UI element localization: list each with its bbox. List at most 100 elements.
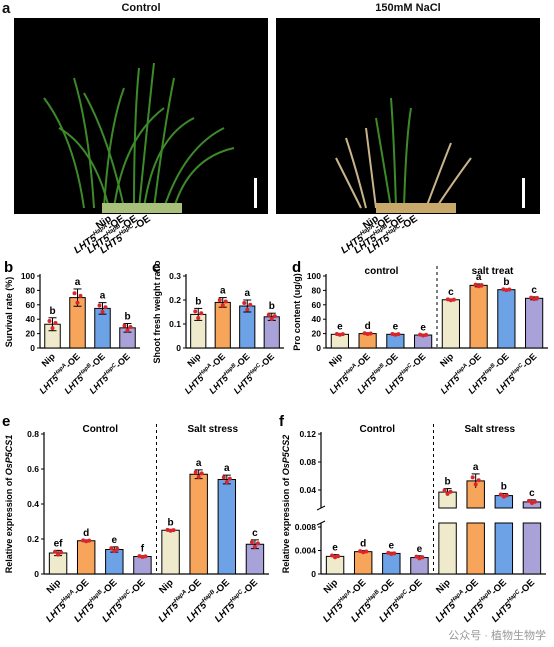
y-tick-label: 0.4	[27, 499, 39, 509]
bar	[382, 552, 401, 575]
panel-a-xlabels: Nip NipLHT5HapA-OELHT5HapA-OELHT5HapB-OEL…	[72, 213, 420, 256]
data-point	[504, 493, 509, 498]
sig-letter: c	[529, 488, 535, 499]
y-tick-label: 60	[26, 300, 36, 310]
y-tick-label: 0	[316, 343, 321, 353]
y-tick-label: 0.1	[169, 319, 181, 329]
data-point	[100, 309, 105, 314]
data-point	[337, 332, 342, 337]
data-point	[392, 551, 397, 556]
sig-letter: e	[417, 544, 423, 555]
data-point	[81, 538, 86, 543]
data-point	[249, 540, 254, 545]
photo-control: Control	[14, 2, 268, 214]
data-point	[59, 550, 64, 555]
y-tick-label: 20	[312, 329, 322, 339]
sig-letter: b	[168, 517, 174, 528]
data-point	[72, 291, 77, 296]
sig-letter: c	[448, 287, 454, 298]
data-point	[445, 491, 450, 496]
chart-e: e 0 0.2 0.4 0.6 0.8 Relative expression of OsP…	[2, 413, 269, 625]
y-tick-label: 0.08	[299, 457, 316, 467]
sig-letter: b	[195, 296, 201, 307]
data-point	[532, 297, 537, 302]
data-point	[476, 284, 481, 289]
y-axis-label: Pro content (ug/g)	[292, 273, 302, 351]
data-point	[336, 554, 341, 559]
sig-letter: b	[501, 482, 507, 493]
rice-plants-healthy-image	[14, 18, 268, 214]
y-tick-label: 60	[312, 300, 322, 310]
y-tick-label: 100	[307, 271, 321, 281]
data-point	[112, 549, 117, 554]
bar-lower	[494, 522, 514, 575]
sig-letter: f	[141, 544, 145, 555]
data-point	[115, 546, 120, 551]
panel-a: a Control 150mM	[0, 0, 554, 258]
data-point	[473, 482, 478, 487]
group-label: Control	[359, 424, 395, 435]
sig-letter: c	[531, 285, 537, 296]
data-point	[532, 499, 537, 504]
y-axis-label: Relative expression of OsP5CS2	[281, 435, 291, 574]
data-point	[252, 544, 257, 549]
data-point	[165, 527, 170, 532]
data-point	[125, 328, 130, 333]
data-point	[122, 323, 127, 328]
data-point	[498, 492, 503, 497]
data-point	[255, 541, 260, 546]
data-point	[56, 552, 61, 557]
data-point	[171, 528, 176, 533]
axis-break	[316, 505, 326, 511]
y-tick-label: 0.2	[169, 295, 181, 305]
sig-letter: e	[393, 322, 399, 333]
photo-title-control: Control	[121, 2, 161, 14]
data-point	[220, 303, 225, 308]
data-point	[529, 500, 534, 505]
data-point	[389, 552, 394, 557]
data-point	[224, 480, 229, 485]
data-point	[109, 546, 114, 551]
y-tick-label: 0.008	[295, 522, 317, 532]
group-label: salt treat	[472, 266, 514, 277]
panel-label: f	[279, 413, 285, 430]
category-label: Nip	[327, 351, 345, 369]
group-label: Control	[82, 424, 118, 435]
sig-letter: b	[49, 306, 55, 317]
data-point	[84, 539, 89, 544]
panel-label: d	[292, 259, 301, 276]
sig-letter: a	[196, 458, 202, 469]
data-point	[87, 538, 92, 543]
sig-letter: ef	[54, 538, 64, 549]
data-point	[390, 331, 395, 336]
data-point	[47, 319, 52, 323]
bar	[161, 529, 180, 575]
category-label: Nip	[434, 577, 453, 596]
data-point	[473, 282, 478, 287]
data-point	[420, 555, 425, 560]
data-point	[242, 301, 247, 305]
panel-label: c	[152, 259, 160, 276]
rice-plants-salt-image	[276, 18, 540, 214]
y-tick-label: 0.04	[299, 485, 316, 495]
category-label: Nip	[45, 577, 64, 596]
bar-lower	[522, 522, 542, 575]
y-tick-label: 40	[312, 314, 322, 324]
bar-lower	[438, 522, 457, 575]
photo-title-nacl: 150mM NaCl	[375, 2, 441, 14]
y-tick-label: 40	[26, 314, 36, 324]
data-point	[340, 332, 345, 337]
sig-letter: a	[476, 272, 482, 283]
bar	[76, 540, 96, 575]
bar	[525, 297, 544, 349]
data-point	[479, 283, 484, 288]
bar	[105, 549, 124, 575]
data-point	[248, 302, 253, 307]
sig-letter: b	[269, 301, 275, 312]
data-point	[103, 305, 108, 310]
data-point	[507, 287, 512, 292]
data-point	[393, 332, 398, 337]
y-tick-label: 0.12	[299, 429, 316, 439]
data-point	[143, 554, 148, 559]
bar	[217, 479, 237, 575]
